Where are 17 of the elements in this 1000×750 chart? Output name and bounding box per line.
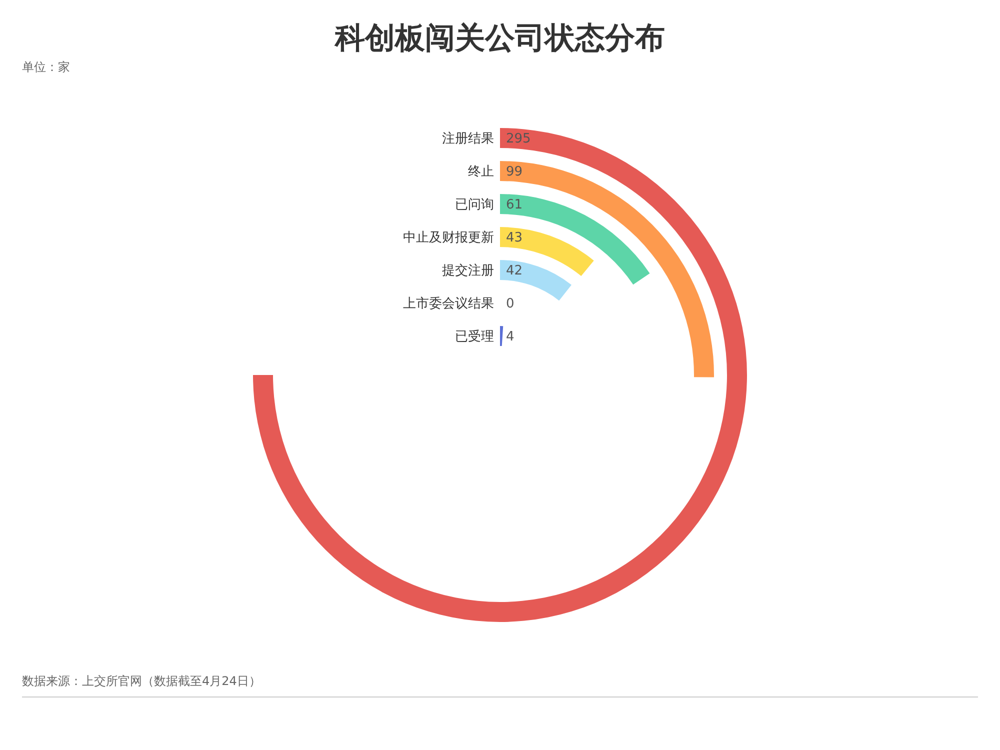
category-label: 终止 <box>468 164 494 180</box>
data-label: 42 <box>506 264 523 279</box>
data-label: 61 <box>506 198 523 213</box>
source-note: 数据来源：上交所官网（数据截至4月24日） <box>22 674 261 688</box>
data-label: 43 <box>506 230 523 246</box>
data-label: 99 <box>506 164 523 180</box>
data-label: 295 <box>506 132 531 147</box>
category-label: 已问询 <box>455 198 494 213</box>
data-label: 0 <box>506 296 514 312</box>
data-label: 4 <box>506 330 514 345</box>
category-label: 中止及财报更新 <box>403 230 494 246</box>
text: 科创板闯关公司状态分布 <box>334 21 665 56</box>
text: 单位：家 <box>22 60 70 74</box>
category-label: 已受理 <box>455 330 494 345</box>
category-label: 注册结果 <box>442 132 494 147</box>
category-label: 上市委会议结果 <box>403 296 494 312</box>
category-label: 提交注册 <box>442 262 494 279</box>
